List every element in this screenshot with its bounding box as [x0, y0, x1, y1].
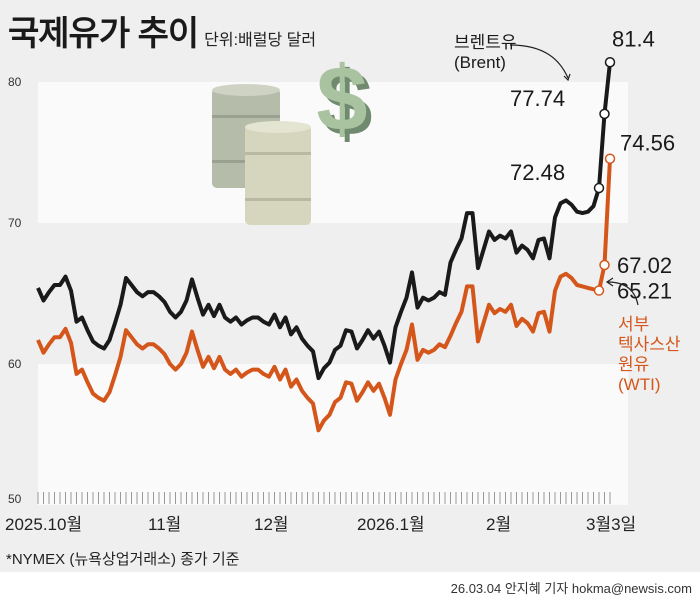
- page-title: 국제유가 추이: [8, 15, 199, 53]
- legend-wti: (WTI): [618, 375, 660, 394]
- x-tick-label: 3월3일: [586, 515, 636, 534]
- dollar-sign-icon: $: [316, 48, 367, 150]
- data-point: [593, 182, 605, 194]
- y-tick-label: 70: [8, 216, 22, 230]
- y-tick-label: 50: [8, 492, 22, 506]
- data-label: 77.74: [510, 86, 565, 111]
- x-tick-label: 2월: [486, 515, 511, 534]
- unit-label: 단위:배럴당 달러: [204, 32, 317, 49]
- data-label: 74.56: [620, 131, 675, 156]
- x-tick-label: 12월: [254, 515, 289, 534]
- credit: 26.03.04 안지혜 기자 hokma@newsis.com: [450, 581, 692, 596]
- y-tick-label: 60: [8, 357, 22, 371]
- data-label: 72.48: [510, 160, 565, 185]
- legend-wti: 서부: [618, 315, 649, 334]
- data-label: 81.4: [612, 26, 655, 51]
- oil-barrel-icon: [245, 121, 311, 225]
- y-tick-label: 80: [8, 75, 22, 89]
- wti-arrow: [607, 281, 639, 306]
- x-tick-label: 2026.1월: [357, 515, 425, 534]
- footnote: *NYMEX (뉴욕상업거래소) 종가 기준: [6, 551, 240, 568]
- band-50-60: [38, 364, 628, 505]
- brent-line: [36, 62, 612, 381]
- data-label: 67.02: [617, 253, 672, 278]
- data-point: [604, 153, 616, 164]
- header: 국제유가 추이 단위:배럴당 달러: [8, 6, 316, 55]
- wti-arrow-head: [605, 277, 614, 287]
- legend-brent: 브렌트유: [454, 33, 517, 52]
- data-point: [604, 57, 616, 68]
- data-point: [599, 108, 610, 120]
- legend-wti: 원유: [618, 355, 649, 374]
- data-point: [593, 285, 605, 296]
- wti-line: [36, 158, 612, 433]
- band-70-80: [38, 82, 628, 223]
- x-tick-label: 11월: [148, 515, 181, 534]
- x-tick-label: 2025.10월: [5, 515, 82, 534]
- legend-wti: 텍사스산: [618, 335, 681, 354]
- svg-text:$: $: [316, 48, 367, 150]
- legend-brent: (Brent): [454, 53, 506, 72]
- data-label: 65.21: [617, 279, 672, 304]
- brent-arrow-head: [563, 73, 571, 82]
- brent-arrow: [509, 44, 569, 79]
- data-point: [599, 259, 610, 271]
- illustration: $: [212, 48, 368, 225]
